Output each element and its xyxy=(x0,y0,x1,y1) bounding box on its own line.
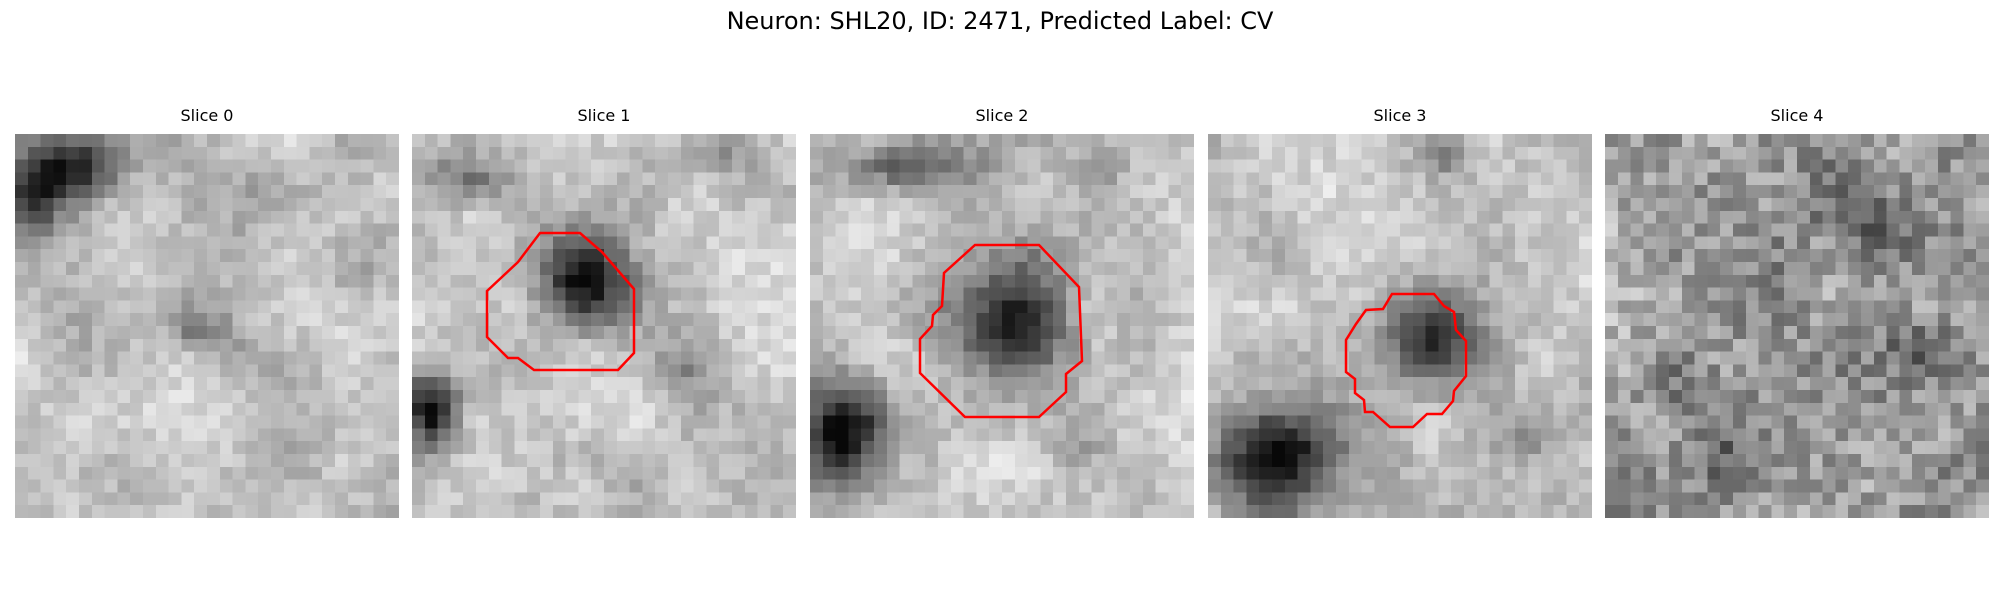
contour-overlay xyxy=(1344,292,1468,429)
slice-image xyxy=(810,134,1194,518)
slice-image xyxy=(1208,134,1592,518)
panel-title: Slice 1 xyxy=(577,106,631,125)
slice-image xyxy=(15,134,399,518)
panel-title: Slice 2 xyxy=(975,106,1029,125)
figure-title: Neuron: SHL20, ID: 2471, Predicted Label… xyxy=(726,7,1274,35)
panel-title: Slice 4 xyxy=(1770,106,1824,125)
panel-title: Slice 0 xyxy=(180,106,234,125)
contour-overlay xyxy=(485,231,636,372)
segmentation-contour xyxy=(485,231,636,372)
slice-image xyxy=(1605,134,1989,518)
contour-overlay xyxy=(918,243,1084,419)
segmentation-contour xyxy=(918,243,1084,419)
panel-title: Slice 3 xyxy=(1373,106,1427,125)
slice-image xyxy=(412,134,796,518)
segmentation-contour xyxy=(1344,292,1468,429)
